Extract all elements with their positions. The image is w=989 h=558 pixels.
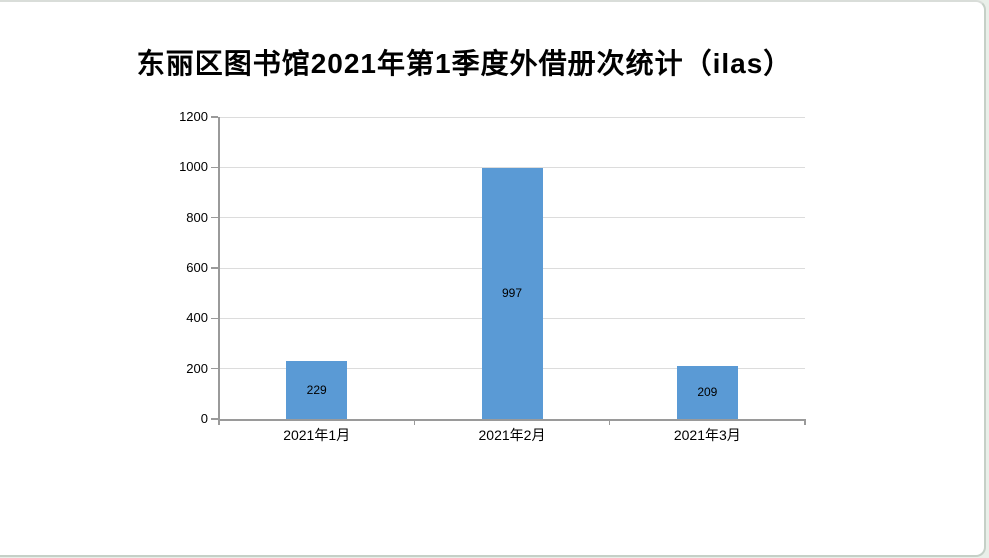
x-axis-category-label: 2021年2月 [478, 427, 546, 443]
y-axis-tick [211, 267, 218, 269]
y-axis-tick [211, 116, 218, 118]
x-axis-tick [608, 420, 611, 425]
bar [676, 366, 738, 419]
x-axis-tick [804, 420, 806, 425]
bar [286, 361, 348, 419]
y-axis-tick-label: 200 [186, 360, 208, 376]
y-axis-tick [211, 317, 218, 320]
y-axis-tick-label: 800 [186, 209, 208, 225]
bar-data-label: 229 [306, 382, 327, 397]
y-gridline [220, 116, 805, 118]
x-axis-category-label: 2021年3月 [673, 427, 741, 443]
bar [481, 168, 543, 419]
x-axis-tick [218, 420, 220, 425]
y-axis-tick [211, 166, 218, 169]
y-axis-tick-label: 0 [200, 411, 208, 426]
chart-title: 东丽区图书馆2021年第1季度外借册次统计（ilas） [136, 48, 793, 79]
y-axis-tick-label: 1200 [179, 109, 208, 124]
x-axis-tick [413, 420, 416, 425]
x-axis-line [218, 419, 806, 421]
y-axis-tick-label: 400 [186, 310, 208, 326]
y-axis-tick [211, 367, 218, 370]
y-axis-line [218, 117, 220, 424]
y-axis-tick [211, 216, 218, 219]
bar-data-label: 209 [697, 385, 718, 400]
bar-data-label: 997 [501, 286, 523, 301]
y-axis-tick-label: 1000 [179, 159, 208, 175]
y-axis-tick [211, 418, 218, 420]
y-gridline [220, 166, 805, 168]
y-axis-tick-label: 600 [186, 260, 208, 275]
x-axis-category-label: 2021年1月 [283, 427, 351, 443]
